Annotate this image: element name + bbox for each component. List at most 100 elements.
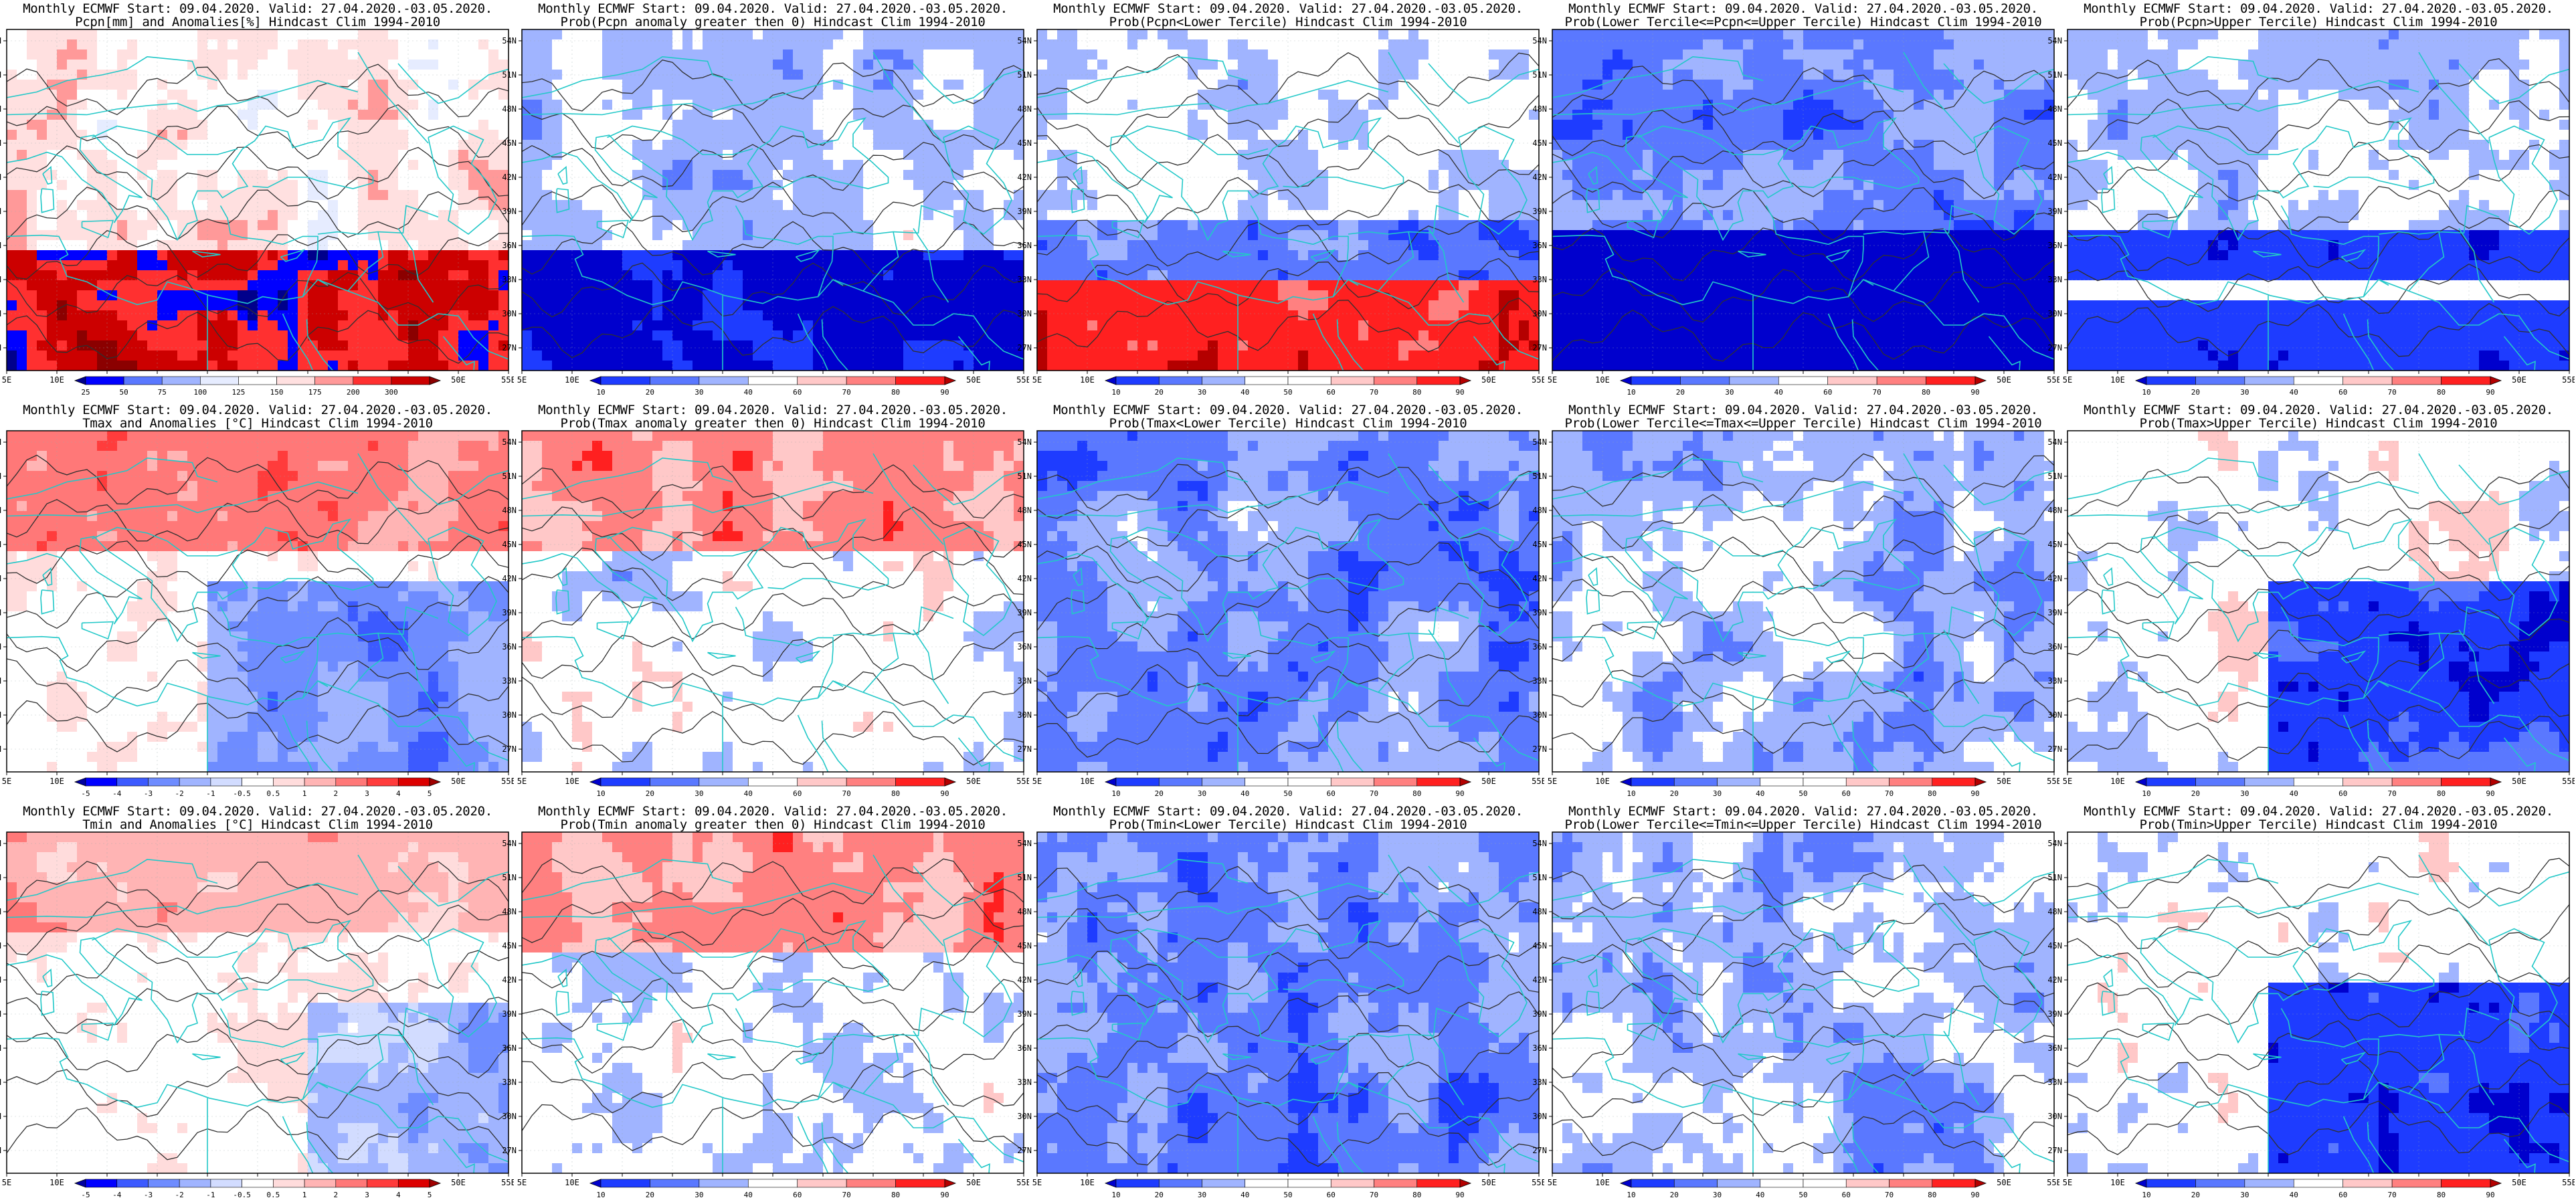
lat-label: 51N bbox=[1532, 873, 1547, 882]
lat-label: 39N bbox=[1017, 1009, 1032, 1019]
lat-label: 51N bbox=[0, 873, 1, 882]
colorbar-label: 80 bbox=[891, 789, 900, 798]
colorbar-label: 50 bbox=[1283, 388, 1292, 397]
colorbar-label: 20 bbox=[1670, 1191, 1679, 1199]
colorbar-label: 60 bbox=[2338, 388, 2347, 397]
lat-label: 39N bbox=[1532, 207, 1547, 216]
lon-label: 10E bbox=[1080, 1178, 1095, 1187]
lat-label: 27N bbox=[2047, 1146, 2062, 1155]
lat-label: 36N bbox=[0, 1043, 1, 1053]
colorbar-label: 10 bbox=[2142, 789, 2150, 798]
colorbar-label: 40 bbox=[1756, 1191, 1764, 1199]
lat-label: 45N bbox=[1017, 941, 1032, 950]
map-panel: Monthly ECMWF Start: 09.04.2020. Valid: … bbox=[2047, 401, 2576, 803]
lon-label: 50E bbox=[2512, 1178, 2526, 1187]
colorbar-label: 90 bbox=[2486, 789, 2494, 798]
lat-label: 48N bbox=[0, 104, 1, 114]
colorbar-label: 60 bbox=[2338, 1191, 2347, 1199]
lon-label: 55E bbox=[1532, 1178, 1544, 1187]
map-panel: Monthly ECMWF Start: 09.04.2020. Valid: … bbox=[2047, 803, 2576, 1204]
panel-title: Monthly ECMWF Start: 09.04.2020. Valid: … bbox=[1030, 1, 1546, 16]
map-plot: 5E10E15E20E25E30E35E40E45E50E55E54N51N48… bbox=[502, 831, 1029, 1187]
lat-label: 27N bbox=[1017, 1146, 1032, 1155]
map-plot: 5E10E15E20E25E30E35E40E45E50E55E54N51N48… bbox=[1017, 831, 1544, 1187]
lon-label: 55E bbox=[1532, 777, 1544, 786]
lat-label: 48N bbox=[1017, 104, 1032, 114]
lon-label: 55E bbox=[1016, 375, 1029, 385]
colorbar: 10 20 30 40 60 70 80 90 bbox=[2134, 777, 2502, 798]
lat-label: 45N bbox=[1017, 540, 1032, 549]
colorbar-label: -1 bbox=[206, 789, 215, 798]
colorbar-label: 90 bbox=[1455, 789, 1464, 798]
colorbar-label: 60 bbox=[1327, 388, 1336, 397]
lat-label: 39N bbox=[502, 608, 517, 617]
colorbar-label: 20 bbox=[646, 1191, 654, 1199]
lat-label: 30N bbox=[502, 710, 517, 720]
lat-label: 27N bbox=[2047, 343, 2062, 353]
lat-label: 27N bbox=[502, 343, 517, 353]
lat-label: 30N bbox=[2047, 710, 2062, 720]
colorbar-label: 5 bbox=[428, 1191, 432, 1199]
map-plot: 5E10E15E20E25E30E35E40E45E50E55E54N51N48… bbox=[0, 831, 514, 1187]
lat-label: 45N bbox=[0, 138, 1, 148]
lat-label: 36N bbox=[2047, 241, 2062, 250]
lat-label: 27N bbox=[502, 744, 517, 754]
lat-label: 45N bbox=[502, 941, 517, 950]
lat-label: 45N bbox=[502, 540, 517, 549]
colorbar-label: 80 bbox=[891, 388, 900, 397]
colorbar-label: 30 bbox=[695, 388, 703, 397]
lon-label: 50E bbox=[1997, 1178, 2011, 1187]
map-plot: 5E10E15E20E25E30E35E40E45E50E55E54N51N48… bbox=[0, 29, 514, 385]
colorbar-label: 60 bbox=[1842, 789, 1851, 798]
lat-label: 30N bbox=[502, 309, 517, 318]
lon-label: 55E bbox=[1016, 1178, 1029, 1187]
colorbar-label: 90 bbox=[940, 388, 949, 397]
colorbar-label: 3 bbox=[365, 1191, 369, 1199]
lat-label: 36N bbox=[1017, 642, 1032, 651]
lat-label: 36N bbox=[1532, 642, 1547, 651]
lon-label: 5E bbox=[1032, 1178, 1042, 1187]
lat-label: 51N bbox=[2047, 472, 2062, 481]
colorbar-label: -5 bbox=[81, 789, 90, 798]
lat-label: 39N bbox=[502, 1009, 517, 1019]
colorbar-label: 60 bbox=[793, 388, 802, 397]
lon-label: 50E bbox=[966, 777, 981, 786]
lat-label: 30N bbox=[2047, 1112, 2062, 1121]
colorbar-label: 40 bbox=[1240, 388, 1249, 397]
lon-label: 10E bbox=[565, 1178, 579, 1187]
lat-label: 42N bbox=[502, 975, 517, 985]
lon-label: 55E bbox=[2047, 777, 2059, 786]
colorbar-label: 175 bbox=[308, 388, 322, 397]
lat-label: 54N bbox=[502, 36, 517, 45]
lat-label: 33N bbox=[0, 275, 1, 284]
colorbar-label: 70 bbox=[1370, 789, 1378, 798]
colorbar-label: 300 bbox=[385, 388, 398, 397]
colorbar-label: 3 bbox=[365, 789, 369, 798]
colorbar-label: 80 bbox=[1928, 1191, 1936, 1199]
lat-label: 27N bbox=[0, 343, 1, 353]
lat-label: 48N bbox=[1017, 907, 1032, 916]
lat-label: 33N bbox=[0, 676, 1, 686]
colorbar-label: 90 bbox=[1970, 1191, 1979, 1199]
lon-label: 10E bbox=[1595, 777, 1610, 786]
colorbar-label: 90 bbox=[2486, 388, 2494, 397]
colorbar-label: 10 bbox=[596, 1191, 605, 1199]
colorbar-label: -0.5 bbox=[233, 1191, 251, 1199]
lat-label: 27N bbox=[1532, 744, 1547, 754]
lat-label: 33N bbox=[2047, 275, 2062, 284]
lat-label: 45N bbox=[2047, 540, 2062, 549]
lat-label: 42N bbox=[1017, 173, 1032, 182]
lon-label: 55E bbox=[2047, 1178, 2059, 1187]
lat-label: 36N bbox=[2047, 642, 2062, 651]
colorbar-label: 80 bbox=[1922, 388, 1930, 397]
colorbar-label: 30 bbox=[1713, 789, 1722, 798]
lat-label: 36N bbox=[1532, 241, 1547, 250]
map-plot: 5E10E15E20E25E30E35E40E45E50E55E54N51N48… bbox=[2047, 29, 2575, 385]
panel-subtitle: Prob(Tmax anomaly greater then 0) Hindca… bbox=[515, 416, 1030, 431]
panel-subtitle: Tmin and Anomalies [°C] Hindcast Clim 19… bbox=[0, 817, 515, 832]
lon-label: 5E bbox=[2063, 375, 2072, 385]
colorbar-label: 10 bbox=[1111, 1191, 1120, 1199]
map-panel: Monthly ECMWF Start: 09.04.2020. Valid: … bbox=[1017, 803, 1546, 1204]
lat-label: 48N bbox=[2047, 506, 2062, 515]
lat-label: 36N bbox=[502, 642, 517, 651]
